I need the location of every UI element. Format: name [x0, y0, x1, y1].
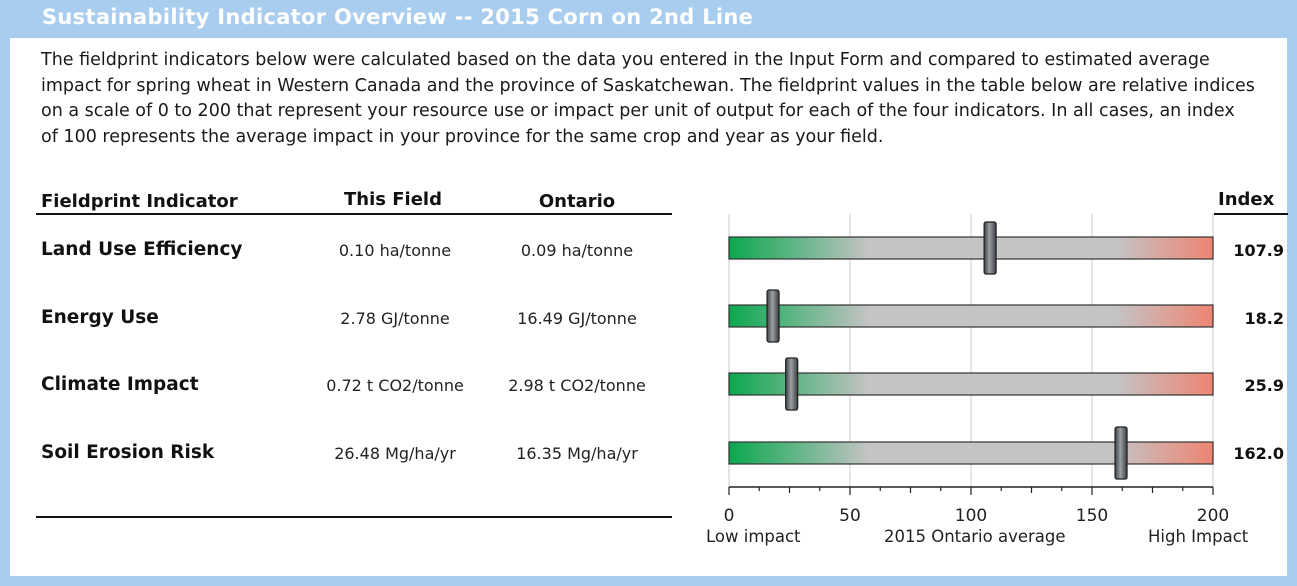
this-field-climate-impact: 0.72 t CO2/tonne: [326, 376, 464, 395]
this-field-land-use: 0.10 ha/tonne: [338, 241, 452, 260]
comparison-climate-impact: 2.98 t CO2/tonne: [508, 376, 646, 395]
x-tick-label: 50: [839, 506, 861, 526]
gauge-marker: [785, 357, 799, 411]
row-label-energy-use: Energy Use: [41, 307, 159, 328]
title-bar: Sustainability Indicator Overview -- 201…: [0, 0, 1297, 38]
index-soil-erosion: 162.0: [1233, 444, 1284, 463]
index-climate-impact: 25.9: [1244, 376, 1284, 395]
gauge-bar: [728, 236, 1214, 260]
x-tick-label: 150: [1076, 506, 1108, 526]
header-this-field: This Field: [344, 189, 442, 210]
comparison-land-use: 0.09 ha/tonne: [520, 241, 634, 260]
comparison-soil-erosion: 16.35 Mg/ha/yr: [516, 444, 638, 463]
row-label-land-use: Land Use Efficiency: [41, 239, 243, 260]
index-energy-use: 18.2: [1244, 309, 1284, 328]
comparison-energy-use: 16.49 GJ/tonne: [517, 309, 637, 328]
x-tick-label: 200: [1197, 506, 1229, 526]
this-field-soil-erosion: 26.48 Mg/ha/yr: [334, 444, 456, 463]
this-field-energy-use: 2.78 GJ/tonne: [340, 309, 450, 328]
header-indicator: Fieldprint Indicator: [41, 191, 238, 212]
intro-paragraph: The fieldprint indicators below were cal…: [41, 50, 1255, 147]
gauge-bar: [728, 304, 1214, 328]
x-tick-label: 100: [955, 506, 987, 526]
gauge-marker: [983, 221, 997, 275]
high-impact-label: High Impact: [1148, 527, 1249, 546]
page-title: Sustainability Indicator Overview -- 201…: [42, 5, 754, 29]
gauge-bar: [728, 372, 1214, 396]
footer-rule: [36, 516, 672, 518]
average-label: 2015 Ontario average: [884, 527, 1066, 546]
header-index: Index: [1218, 189, 1275, 210]
row-label-soil-erosion: Soil Erosion Risk: [41, 442, 215, 463]
x-tick-label: 0: [724, 506, 735, 526]
gauge-marker: [1114, 426, 1128, 480]
gauge-marker: [766, 289, 780, 343]
header-rule-right: [1214, 213, 1288, 215]
header-comparison: Ontario: [538, 191, 616, 212]
low-impact-label: Low impact: [706, 527, 801, 546]
index-land-use: 107.9: [1233, 241, 1284, 260]
gauge-bar: [728, 441, 1214, 465]
header-rule-left: [36, 213, 672, 215]
row-label-climate-impact: Climate Impact: [41, 374, 199, 395]
